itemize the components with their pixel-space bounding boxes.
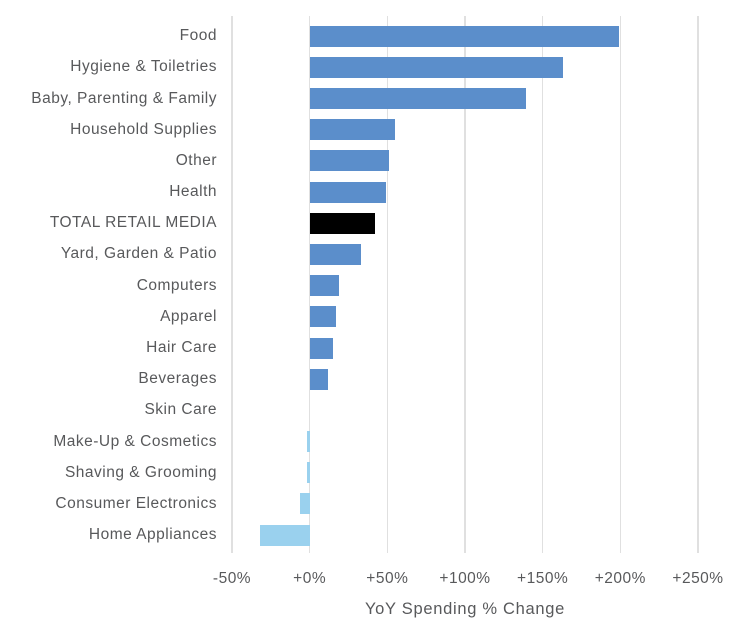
category-label: Hygiene & Toiletries bbox=[70, 58, 217, 76]
category-label: Yard, Garden & Patio bbox=[60, 245, 217, 263]
gridline bbox=[231, 16, 233, 553]
bar-hair-care bbox=[309, 337, 333, 359]
category-label: Hair Care bbox=[146, 339, 217, 356]
category-label: Make-Up & Cosmetics bbox=[53, 432, 217, 450]
x-tick-label: +250% bbox=[672, 570, 724, 587]
x-axis-title: YoY Spending % Change bbox=[364, 600, 566, 618]
bar-food bbox=[309, 25, 619, 47]
category-label: Food bbox=[179, 27, 217, 45]
gridline bbox=[464, 16, 466, 553]
category-label: Shaving & Grooming bbox=[64, 463, 217, 481]
category-label: Home Appliances bbox=[88, 526, 217, 544]
bar-beverages bbox=[309, 368, 329, 390]
x-tick-label: +200% bbox=[594, 570, 646, 587]
category-label: Baby, Parenting & Family bbox=[31, 89, 217, 107]
bar-baby-parenting-family bbox=[309, 88, 526, 110]
category-label: TOTAL RETAIL MEDIA bbox=[49, 214, 217, 232]
bar-total-retail-media bbox=[309, 212, 375, 234]
category-label: Health bbox=[169, 183, 217, 201]
category-label: Other bbox=[175, 151, 217, 169]
x-tick-label: +50% bbox=[366, 570, 409, 587]
gridline bbox=[697, 16, 699, 553]
category-label: Skin Care bbox=[144, 401, 217, 419]
bar-yard-garden-patio bbox=[309, 243, 361, 265]
category-label: Household Supplies bbox=[70, 120, 217, 138]
bar-apparel bbox=[309, 306, 337, 328]
category-label: Consumer Electronics bbox=[55, 494, 217, 512]
x-tick-label: -50% bbox=[212, 570, 252, 587]
bar-shaving-grooming bbox=[306, 462, 310, 484]
bar-home-appliances bbox=[259, 524, 310, 546]
bar-computers bbox=[309, 275, 340, 297]
category-axis: Food Hygiene & Toiletries Baby, Parenting … bbox=[0, 0, 217, 638]
x-tick-label: +150% bbox=[517, 570, 569, 587]
bar-household-supplies bbox=[309, 119, 396, 141]
bar-make-up-cosmetics bbox=[306, 431, 310, 452]
gridline bbox=[386, 16, 389, 553]
plot-area bbox=[231, 16, 699, 553]
gridline bbox=[619, 16, 622, 553]
x-tick-label: +0% bbox=[293, 570, 327, 587]
category-label: Beverages bbox=[138, 370, 217, 388]
bar-hygiene-toiletries bbox=[309, 56, 563, 78]
gridline bbox=[541, 16, 544, 553]
bar-health bbox=[309, 181, 386, 203]
x-tick-label: +100% bbox=[439, 570, 491, 587]
bar-consumer-electronics bbox=[300, 493, 310, 515]
category-label: Computers bbox=[136, 276, 217, 294]
category-label: Apparel bbox=[160, 307, 217, 325]
bar-other bbox=[309, 150, 389, 172]
